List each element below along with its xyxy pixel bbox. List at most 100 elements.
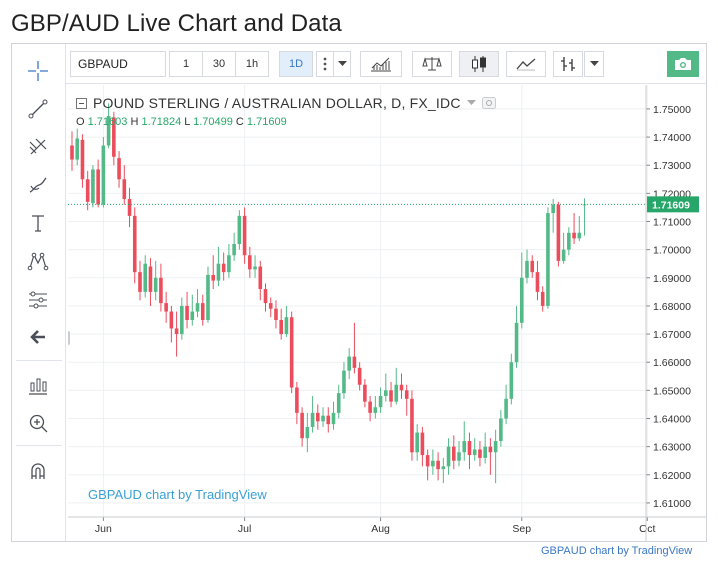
candle [112, 111, 116, 166]
candle [514, 305, 519, 368]
candle [101, 137, 106, 208]
candle-body [493, 441, 498, 453]
candle [561, 232, 566, 264]
candle-body [478, 449, 482, 458]
collapse-icon[interactable] [76, 97, 87, 109]
footer-credit-link[interactable]: GBPAUD chart by TradingView [541, 545, 693, 557]
candle-body [441, 466, 446, 470]
candle-body [572, 232, 576, 239]
candle-body [80, 139, 85, 180]
candle [216, 246, 221, 287]
line-style-icon[interactable] [506, 51, 546, 77]
candle [122, 165, 127, 205]
candle [556, 201, 561, 267]
candle [420, 426, 425, 467]
candle-body [546, 213, 550, 306]
text-icon[interactable] [20, 208, 56, 238]
candle [211, 255, 216, 290]
candle-body [159, 277, 163, 304]
candle-body [347, 356, 351, 371]
candle [410, 390, 414, 461]
candle [148, 258, 153, 306]
candle [384, 373, 388, 402]
candle [153, 260, 158, 301]
candle [143, 255, 148, 298]
magnet-icon[interactable] [20, 456, 56, 486]
candle-body [174, 328, 179, 335]
interval-1-button[interactable]: 1 [169, 51, 203, 77]
candle [91, 165, 95, 208]
candle [258, 260, 263, 301]
trend-line-icon[interactable] [20, 94, 56, 124]
candle [206, 266, 210, 323]
fib-tool-icon[interactable] [20, 132, 56, 162]
candle-body [242, 215, 247, 256]
symbol-input[interactable]: GBPAUD [70, 51, 166, 77]
candle [248, 246, 252, 278]
candle-body [227, 255, 231, 273]
candle [138, 260, 142, 301]
eye-icon[interactable] [481, 97, 496, 109]
ohlc-readout: O 1.71603 H 1.71824 L 1.70499 C 1.71609 [76, 116, 287, 128]
candle [237, 210, 242, 250]
interval-1h-button[interactable]: 1h [235, 51, 269, 77]
crosshair-icon[interactable] [20, 56, 56, 86]
camera-icon[interactable] [667, 51, 699, 77]
bars-icon[interactable] [553, 51, 583, 77]
chart-area[interactable]: 1.61000 1.62000 1.63000 1.64000 1.65000 1.660… [66, 85, 706, 541]
candlestick-chart: 1.61000 1.62000 1.63000 1.64000 1.65000 1.660… [66, 85, 706, 541]
brush-icon[interactable] [20, 170, 56, 200]
candle [227, 244, 231, 278]
back-arrow-icon[interactable] [20, 322, 56, 352]
price-tick-label: 1.67000 [653, 329, 691, 341]
candle-body [138, 272, 142, 292]
candle-body [96, 169, 100, 205]
candle-body [399, 384, 404, 391]
chevron-down-icon[interactable] [333, 51, 351, 77]
candle-body [561, 249, 566, 261]
candle-body [394, 384, 399, 402]
chevron-down-icon[interactable] [584, 51, 604, 77]
candle [462, 421, 467, 461]
candle [404, 384, 409, 416]
measure-icon[interactable] [20, 370, 56, 400]
candle-body [514, 322, 519, 363]
candle-body [504, 398, 508, 419]
candle-body [263, 289, 268, 304]
price-tick-label: 1.61000 [653, 498, 691, 510]
candle-body [556, 204, 561, 261]
candle-body [410, 398, 414, 453]
candle [467, 432, 472, 470]
candle [451, 435, 456, 470]
compare-icon[interactable] [412, 51, 452, 77]
chart-watermark[interactable]: GBPAUD chart by TradingView [88, 487, 267, 502]
candle [242, 207, 247, 264]
candle-body [232, 244, 236, 256]
prediction-icon[interactable] [20, 284, 56, 314]
candle-body [483, 446, 487, 458]
candle-body [363, 384, 367, 402]
candle [519, 252, 524, 329]
candle [274, 300, 278, 329]
candle [127, 187, 132, 228]
candle [425, 449, 430, 481]
price-tick-label: 1.65000 [653, 385, 691, 397]
candle-body [368, 401, 372, 413]
more-vertical-icon[interactable] [316, 51, 334, 77]
candle-body [268, 303, 273, 309]
candle-body [185, 305, 189, 320]
candle-body [342, 370, 346, 394]
scroll-handle[interactable] [66, 331, 70, 345]
chevron-down-icon[interactable] [466, 100, 476, 106]
candle-body [190, 311, 195, 320]
candles-icon[interactable] [459, 51, 499, 77]
interval-1d-button[interactable]: 1D [279, 51, 313, 77]
candle [394, 367, 399, 405]
pattern-icon[interactable] [20, 246, 56, 276]
indicators-icon[interactable] [360, 51, 402, 77]
candle-body [289, 317, 294, 388]
candle [446, 438, 451, 475]
candle [190, 294, 195, 326]
zoom-icon[interactable] [20, 408, 56, 438]
interval-30-button[interactable]: 30 [202, 51, 236, 77]
